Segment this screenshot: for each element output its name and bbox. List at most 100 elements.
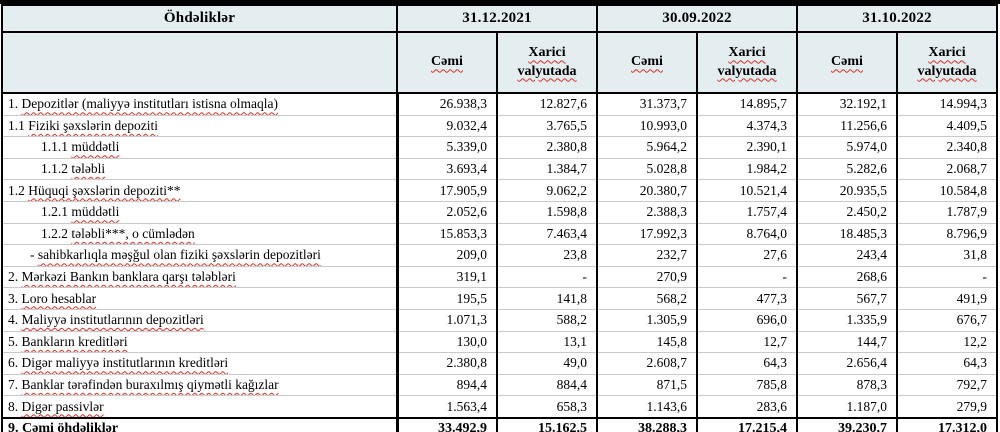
value-cell: 2.656,4: [796, 352, 897, 375]
value-cell: 319,1: [395, 265, 497, 288]
row-label: Bankların kreditləri: [21, 333, 128, 349]
value-cell: 18.485,3: [796, 222, 897, 245]
value-cell: 1.384,7: [496, 157, 597, 180]
row-label: tələbli***, o cümlədən: [71, 225, 195, 241]
value-cell: 33.492,9: [395, 416, 497, 432]
row-number: 1.2: [8, 182, 29, 198]
row-label: Digər maliyyə institutlarının kreditləri: [21, 355, 229, 371]
value-cell: 884,4: [496, 373, 597, 396]
value-cell: 15.853,3: [395, 222, 497, 245]
value-cell: 12,7: [696, 330, 797, 353]
value-cell: 1.598,8: [496, 200, 597, 224]
value-cell: 31.373,7: [596, 92, 697, 116]
row-number: -: [30, 247, 38, 263]
value-cell: 8.796,9: [896, 222, 997, 245]
subheader-total-1: Cəmi: [396, 31, 498, 94]
value-cell: 1.335,9: [796, 308, 897, 332]
value-cell: 1.143,6: [596, 395, 697, 418]
row-label-cell: 2. Mərkəzi Bankın banklara qarşı tələblə…: [2, 265, 397, 288]
value-cell: 658,3: [496, 395, 597, 418]
value-cell: 145,8: [596, 330, 697, 353]
row-number: 9.: [8, 421, 22, 432]
value-cell: 3.693,4: [395, 157, 497, 180]
empty-header-cell: [1, 31, 398, 94]
value-cell: 1.187,0: [796, 395, 897, 418]
value-cell: 279,9: [896, 395, 997, 418]
row-label-cell: 8. Digər passivlər: [2, 395, 397, 418]
value-cell: 785,8: [696, 373, 797, 396]
value-cell: 3.765,5: [496, 114, 597, 137]
row-label: Hüquqi şəxslərin depoziti**: [28, 182, 181, 198]
table-row: 1.2.1 müddətli 2.052,6 1.598,8 2.388,3 1.757…: [2, 200, 997, 224]
value-cell: 10.993,0: [596, 114, 697, 137]
value-cell: 144,7: [796, 330, 897, 353]
value-cell: 27,6: [696, 244, 797, 267]
top-border-rule: [0, 0, 1000, 4]
row-number: 1.2.2: [41, 225, 72, 241]
value-cell: 491,9: [896, 287, 997, 310]
table-row: 5. Bankların kreditləri 130,0 13,1 145,8 12,…: [2, 330, 997, 353]
value-cell: 23,8: [496, 244, 597, 267]
table-wrapper: Öhdəliklər 31.12.2021 30.09.2022 31.10.2…: [0, 4, 1000, 432]
value-cell: 2.390,1: [696, 136, 797, 159]
value-cell: 1.071,3: [395, 308, 497, 332]
value-cell: 567,7: [796, 287, 897, 310]
row-label: Digər passivlər: [21, 398, 104, 414]
row-label-cell: - sahibkarlıqla məşğul olan fiziki şəxsl…: [2, 244, 397, 267]
value-cell: 5.028,8: [596, 157, 697, 180]
value-cell: 232,7: [596, 244, 697, 267]
subheader-foreign-3: Xarici valyutada: [896, 31, 998, 94]
value-cell: 588,2: [496, 308, 597, 332]
value-cell: 49,0: [496, 352, 597, 375]
row-label: Loro hesablar: [21, 290, 97, 306]
value-cell: 5.974,0: [796, 136, 897, 159]
row-label-cell: 1.1.2 tələbli: [2, 157, 397, 180]
table-row: 6. Digər maliyyə institutlarının kreditl…: [2, 352, 997, 375]
table-row: 7. Banklar tərəfindən buraxılmış qiymətl…: [2, 373, 997, 396]
value-cell: 5.282,6: [796, 157, 897, 180]
row-label-cell: 6. Digər maliyyə institutlarının kreditl…: [2, 352, 397, 375]
value-cell: 26.938,3: [395, 92, 497, 116]
value-cell: 209,0: [395, 244, 497, 267]
value-cell: 5.964,2: [596, 136, 697, 159]
row-number: 1.1.1: [41, 139, 72, 155]
value-cell: 2.052,6: [395, 200, 497, 224]
row-label: tələbli: [71, 161, 106, 177]
subheader-foreign-1: Xarici valyutada: [496, 31, 598, 94]
table-row: 1.1 Fiziki şəxslərin depoziti 9.032,4 3.76…: [2, 114, 997, 137]
date-header-2022-10-31: 31.10.2022: [796, 4, 998, 33]
row-label-cell: 1.2.1 müddətli: [2, 200, 397, 224]
value-cell: 14.994,3: [896, 92, 997, 116]
value-cell: 1.787,9: [896, 200, 997, 224]
row-label-cell: 1.1.1 müddətli: [2, 136, 397, 159]
subheader-foreign-label: Xarici valyutada: [517, 45, 577, 79]
value-cell: 17.992,3: [596, 222, 697, 245]
table-row: 2. Mərkəzi Bankın banklara qarşı tələblə…: [2, 265, 997, 288]
value-cell: -: [896, 265, 997, 288]
table-title: Öhdəliklər: [1, 4, 398, 33]
subheader-total-2: Cəmi: [596, 31, 698, 94]
value-cell: 12.827,6: [496, 92, 597, 116]
row-label: Fiziki şəxslərin depoziti: [28, 117, 158, 133]
value-cell: 17.215,4: [696, 416, 797, 432]
row-number: 3.: [8, 290, 22, 306]
value-cell: 141,8: [496, 287, 597, 310]
value-cell: 1.563,4: [395, 395, 497, 418]
row-label: müddətli: [71, 139, 120, 155]
value-cell: 32.192,1: [796, 92, 897, 116]
date-header-2022-09-30: 30.09.2022: [596, 4, 798, 33]
row-label-cell: 7. Banklar tərəfindən buraxılmış qiymətl…: [2, 373, 397, 396]
value-cell: 1.984,2: [696, 157, 797, 180]
row-number: 1.1: [8, 117, 29, 133]
value-cell: 2.340,8: [896, 136, 997, 159]
table-row: 4. Maliyyə institutlarının depozitləri 1.…: [2, 308, 997, 332]
table-row: - sahibkarlıqla məşğul olan fiziki şəxsl…: [2, 244, 997, 267]
row-number: 7.: [8, 377, 22, 393]
value-cell: 676,7: [896, 308, 997, 332]
header-row-dates: Öhdəliklər 31.12.2021 30.09.2022 31.10.2…: [1, 4, 998, 33]
value-cell: 9.032,4: [395, 114, 497, 137]
value-cell: 13,1: [496, 330, 597, 353]
row-number: 8.: [8, 398, 22, 414]
row-number: 2.: [8, 269, 22, 285]
